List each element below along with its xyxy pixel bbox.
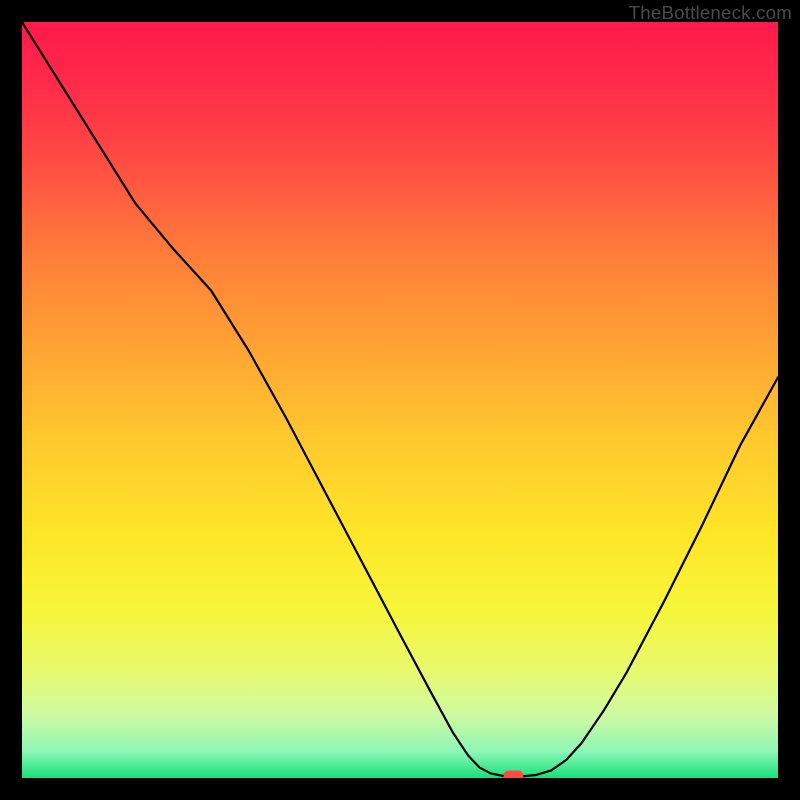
gradient-background	[22, 22, 778, 778]
chart-frame: TheBottleneck.com	[0, 0, 800, 800]
bottleneck-curve-chart	[22, 22, 778, 778]
minimum-marker	[504, 770, 524, 778]
watermark-text: TheBottleneck.com	[629, 2, 792, 24]
plot-area	[22, 22, 778, 778]
